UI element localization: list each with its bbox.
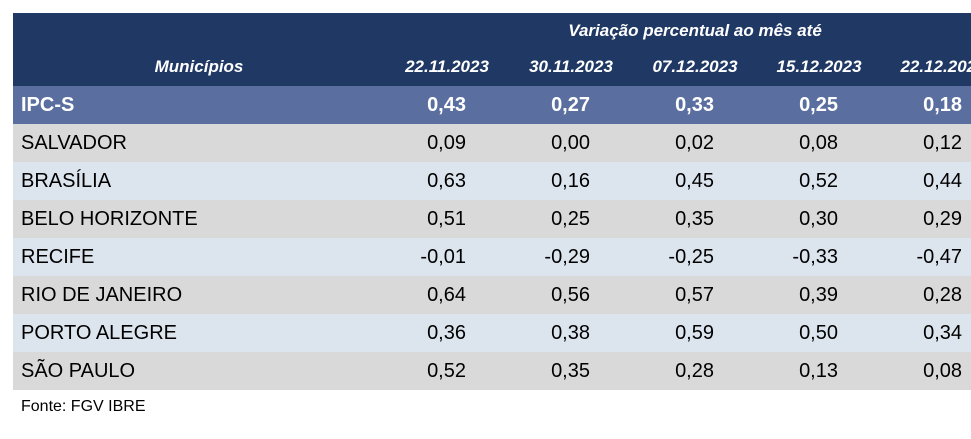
column-header: 30.11.2023 [509,48,633,86]
row-label: RIO DE JANEIRO [13,276,385,314]
cell-value: 0,13 [757,352,881,390]
column-header: 22.11.2023 [385,48,509,86]
column-header: 15.12.2023 [757,48,881,86]
cell-value: 0,35 [633,200,757,238]
cell-value: 0,51 [385,200,509,238]
cell-value: 0,25 [509,200,633,238]
cell-value: 0,38 [509,314,633,352]
row-label: IPC-S [13,86,385,124]
cell-value: 0,30 [757,200,881,238]
cell-value: 0,27 [509,86,633,124]
table-row: RIO DE JANEIRO 0,64 0,56 0,57 0,39 0,28 [13,276,971,314]
cell-value: 0,34 [881,314,971,352]
cell-value: 0,52 [385,352,509,390]
cell-value: -0,29 [509,238,633,276]
cell-value: 0,25 [757,86,881,124]
group-header: Variação percentual ao mês até [385,13,971,48]
row-label: BRASÍLIA [13,162,385,200]
cell-value: 0,35 [509,352,633,390]
column-header: 22.12.2023 [881,48,971,86]
cell-value: 0,44 [881,162,971,200]
cell-value: 0,56 [509,276,633,314]
cell-value: 0,00 [509,124,633,162]
row-label: BELO HORIZONTE [13,200,385,238]
cell-value: 0,28 [633,352,757,390]
cell-value: 0,18 [881,86,971,124]
table-row: BRASÍLIA 0,63 0,16 0,45 0,52 0,44 [13,162,971,200]
row-label: SÃO PAULO [13,352,385,390]
header-blank [13,13,385,48]
cell-value: 0,63 [385,162,509,200]
cell-value: 0,50 [757,314,881,352]
row-label: RECIFE [13,238,385,276]
cell-value: 0,29 [881,200,971,238]
row-header: Municípios [13,48,385,86]
cell-value: 0,09 [385,124,509,162]
cell-value: 0,43 [385,86,509,124]
cell-value: 0,02 [633,124,757,162]
cell-value: 0,39 [757,276,881,314]
cell-value: 0,52 [757,162,881,200]
cell-value: 0,64 [385,276,509,314]
cell-value: 0,45 [633,162,757,200]
table-row: PORTO ALEGRE 0,36 0,38 0,59 0,50 0,34 [13,314,971,352]
cell-value: 0,36 [385,314,509,352]
table-row: RECIFE -0,01 -0,29 -0,25 -0,33 -0,47 [13,238,971,276]
cell-value: 0,08 [757,124,881,162]
cell-value: 0,08 [881,352,971,390]
data-table: Variação percentual ao mês até Município… [13,13,971,390]
cell-value: -0,25 [633,238,757,276]
row-label: PORTO ALEGRE [13,314,385,352]
table-row: SALVADOR 0,09 0,00 0,02 0,08 0,12 [13,124,971,162]
cell-value: -0,33 [757,238,881,276]
cell-value: 0,16 [509,162,633,200]
cell-value: 0,33 [633,86,757,124]
cell-value: -0,01 [385,238,509,276]
table-row: BELO HORIZONTE 0,51 0,25 0,35 0,30 0,29 [13,200,971,238]
cell-value: 0,59 [633,314,757,352]
cell-value: 0,28 [881,276,971,314]
column-header: 07.12.2023 [633,48,757,86]
cell-value: 0,12 [881,124,971,162]
source-note: Fonte: FGV IBRE [21,398,146,415]
row-label: SALVADOR [13,124,385,162]
cell-value: 0,57 [633,276,757,314]
table-row: SÃO PAULO 0,52 0,35 0,28 0,13 0,08 [13,352,971,390]
cell-value: -0,47 [881,238,971,276]
table-row: IPC-S 0,43 0,27 0,33 0,25 0,18 [13,86,971,124]
